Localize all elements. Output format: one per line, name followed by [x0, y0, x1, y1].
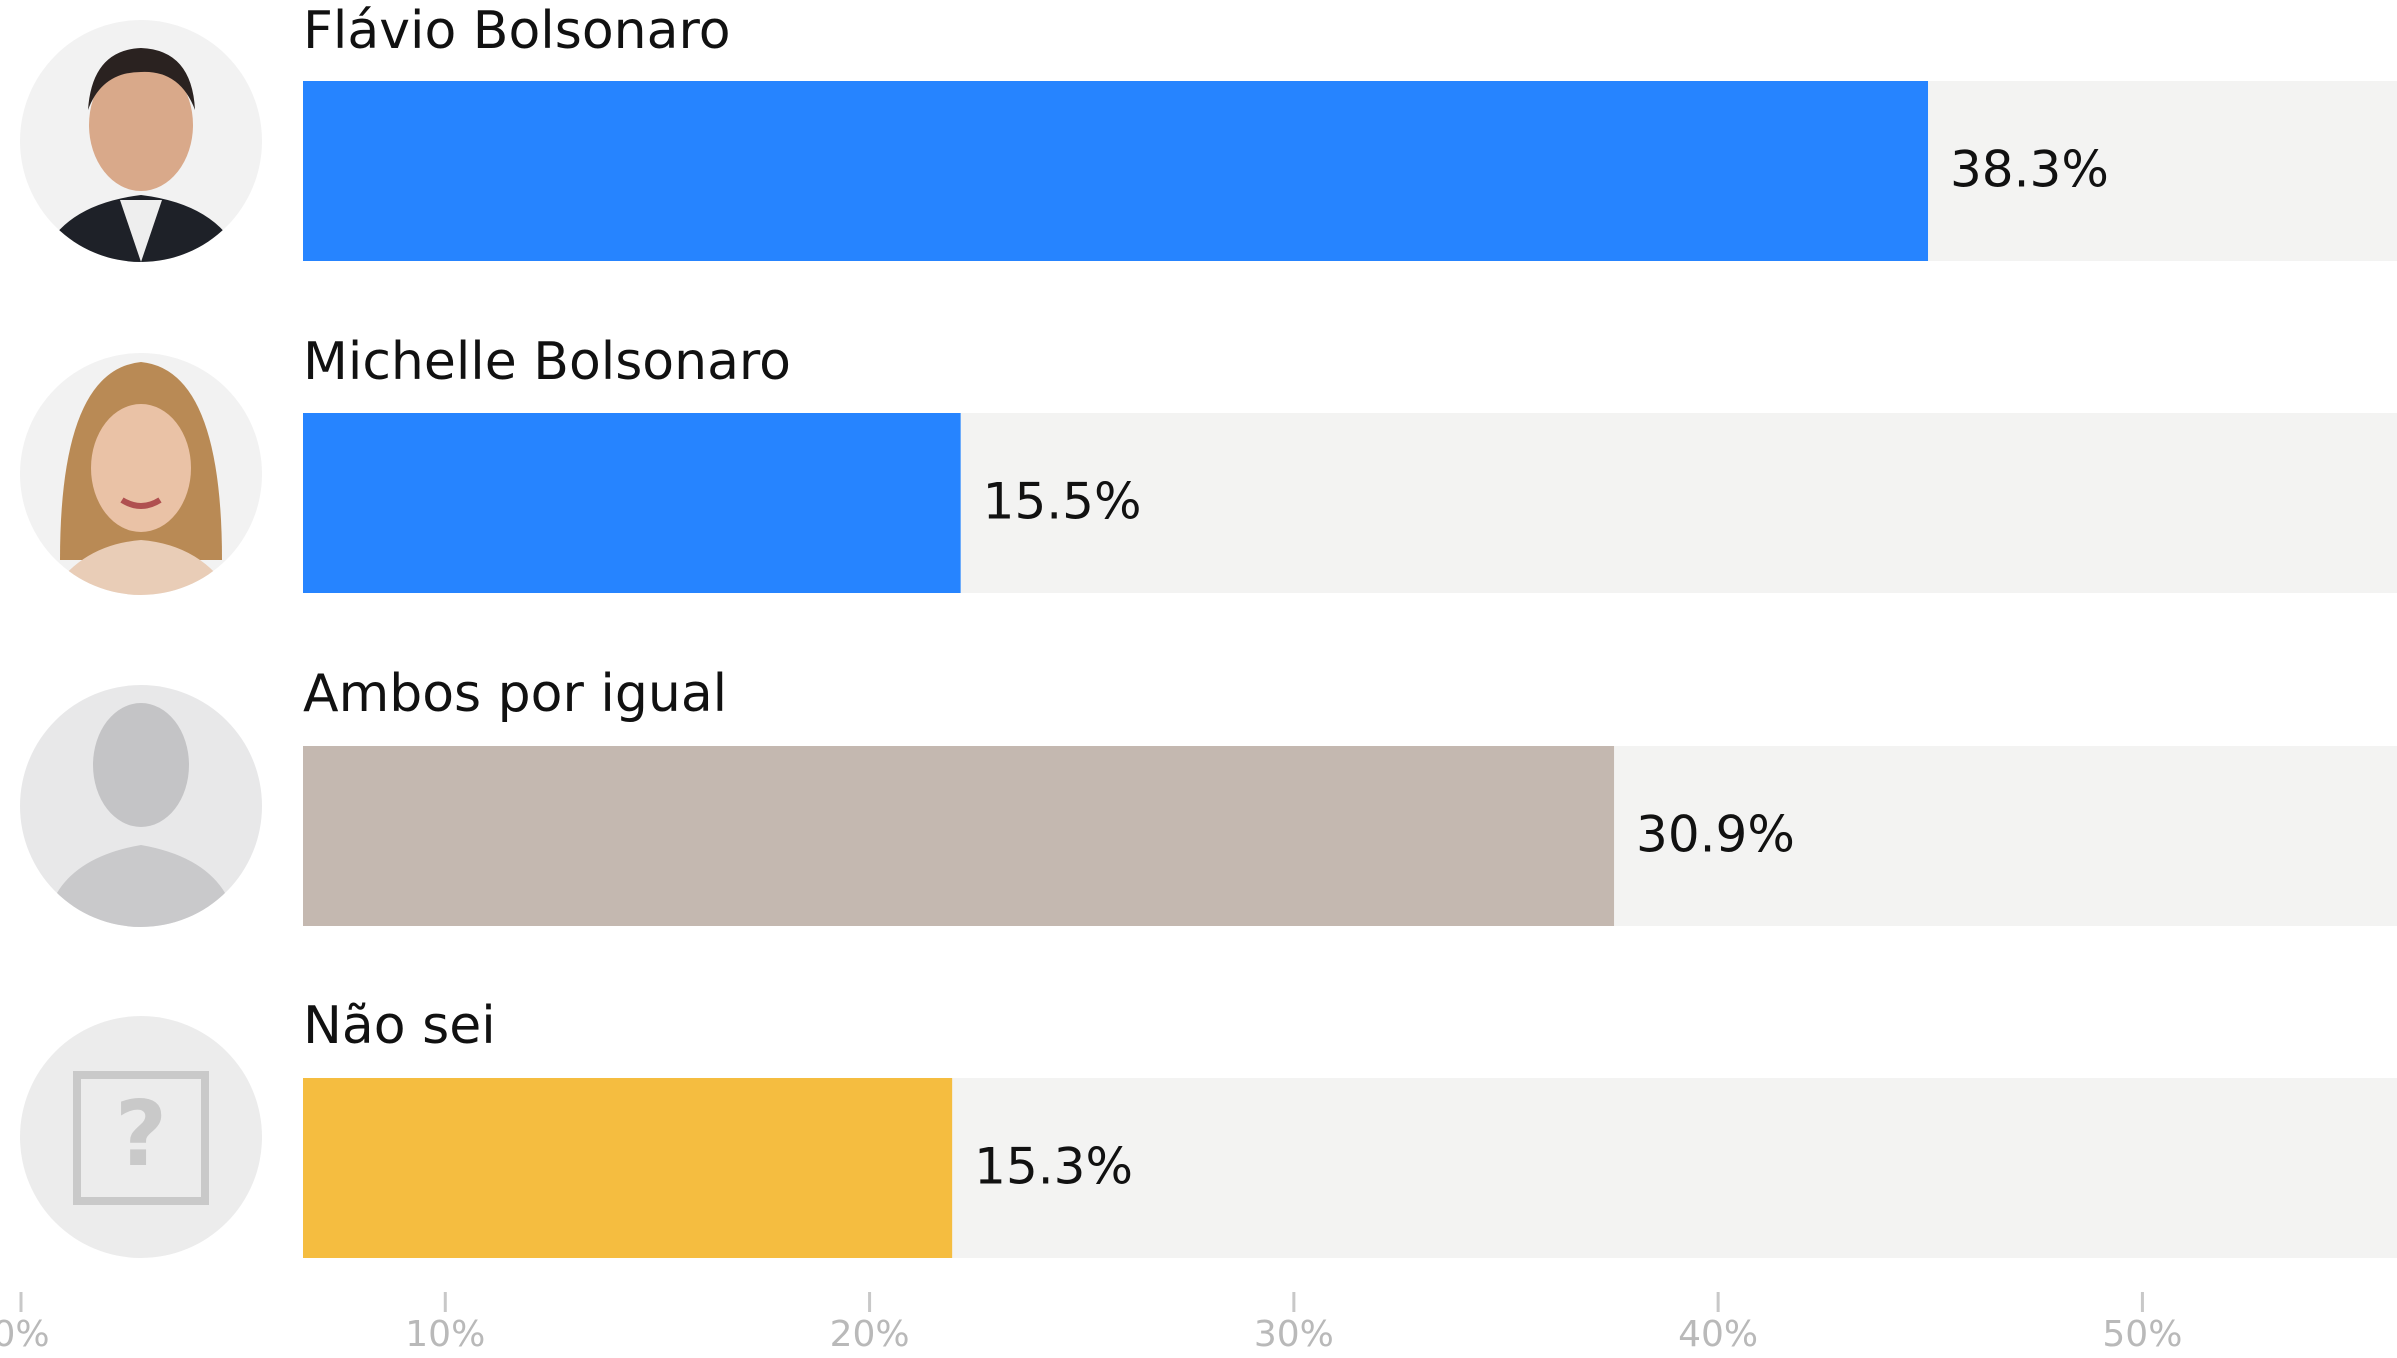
bar — [303, 1078, 952, 1258]
category-label: Flávio Bolsonaro — [303, 1, 731, 61]
x-tick-label: 10% — [405, 1314, 485, 1355]
value-label: 15.3% — [974, 1138, 1133, 1196]
x-tick-label: 40% — [1678, 1314, 1758, 1355]
category-label: Ambos por igual — [303, 664, 727, 724]
bar — [303, 413, 961, 593]
x-tick-label: 30% — [1254, 1314, 1334, 1355]
avatar: ? — [20, 1016, 262, 1258]
value-label: 15.5% — [983, 473, 1142, 531]
avatar — [20, 353, 262, 595]
value-label: 38.3% — [1950, 141, 2109, 199]
x-tick-label: 0% — [0, 1314, 50, 1355]
category-label: Michelle Bolsonaro — [303, 332, 791, 392]
bar — [303, 746, 1614, 926]
x-tick-label: 50% — [2102, 1314, 2182, 1355]
svg-text:?: ? — [115, 1082, 167, 1187]
page: {"chart_data": {"type": "bar", "categori… — [0, 0, 2397, 1358]
x-tick-label: 20% — [830, 1314, 910, 1355]
chart: ? Flávio Bolsonaro 38.3% Michelle Bolsonar… — [0, 0, 2397, 1358]
bar — [303, 81, 1928, 261]
avatar — [20, 685, 262, 927]
value-label: 30.9% — [1636, 806, 1795, 864]
avatar — [20, 20, 262, 262]
category-label: Não sei — [303, 996, 496, 1056]
